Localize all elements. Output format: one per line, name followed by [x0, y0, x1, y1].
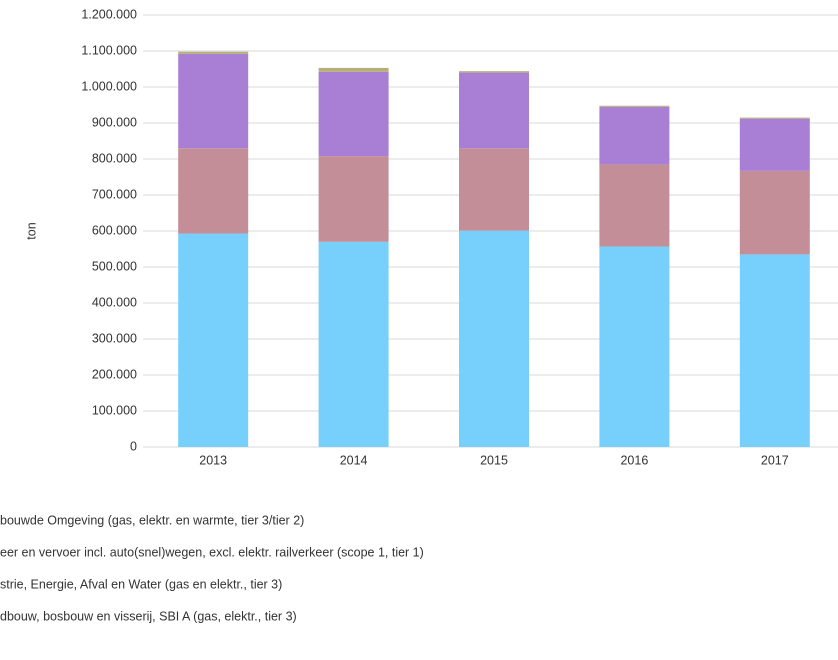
bar-segment [318, 67, 389, 72]
bar-segment [739, 170, 810, 255]
x-tick-label: 2017 [761, 453, 789, 467]
y-tick-label: 1.100.000 [81, 43, 137, 57]
legend-label: eer en vervoer incl. auto(snel)wegen, ex… [0, 545, 424, 559]
bar-segment [599, 164, 670, 247]
y-axis-title: ton [24, 222, 38, 239]
bar-segment [599, 246, 670, 447]
bar-segment [318, 71, 389, 157]
bar-segment [459, 148, 529, 231]
y-tick-label: 200.000 [92, 367, 137, 381]
bar-segment [739, 254, 810, 447]
y-tick-label: 1.000.000 [81, 79, 137, 93]
bar-segment [459, 72, 529, 149]
y-tick-label: 700.000 [92, 187, 137, 201]
bar-segment [318, 241, 389, 447]
x-tick-label: 2016 [620, 453, 648, 467]
bar-segment [599, 106, 670, 165]
bar-segment [318, 156, 389, 242]
bar-segment [739, 117, 810, 119]
y-tick-label: 0 [130, 439, 137, 453]
x-tick-label: 2015 [480, 453, 508, 467]
y-tick-label: 100.000 [92, 403, 137, 417]
y-tick-label: 800.000 [92, 151, 137, 165]
x-tick-label: 2014 [340, 453, 368, 467]
x-tick-label: 2013 [199, 453, 227, 467]
bar-segment [739, 118, 810, 171]
bar-segment [178, 51, 249, 54]
y-tick-label: 1.200.000 [81, 7, 137, 21]
y-tick-label: 400.000 [92, 295, 137, 309]
y-tick-label: 500.000 [92, 259, 137, 273]
y-tick-label: 600.000 [92, 223, 137, 237]
bar-segment [178, 148, 249, 234]
bar-segment [459, 71, 529, 73]
y-tick-label: 900.000 [92, 115, 137, 129]
legend-label: dbouw, bosbouw en visserij, SBI A (gas, … [0, 609, 297, 623]
y-tick-label: 300.000 [92, 331, 137, 345]
legend-label: strie, Energie, Afval en Water (gas en e… [0, 577, 282, 591]
bar-segment [599, 105, 670, 107]
bar-segment [178, 53, 249, 149]
legend-label: bouwde Omgeving (gas, elektr. en warmte,… [0, 513, 304, 527]
bar-segment [459, 230, 529, 447]
bar-segment [178, 233, 249, 447]
